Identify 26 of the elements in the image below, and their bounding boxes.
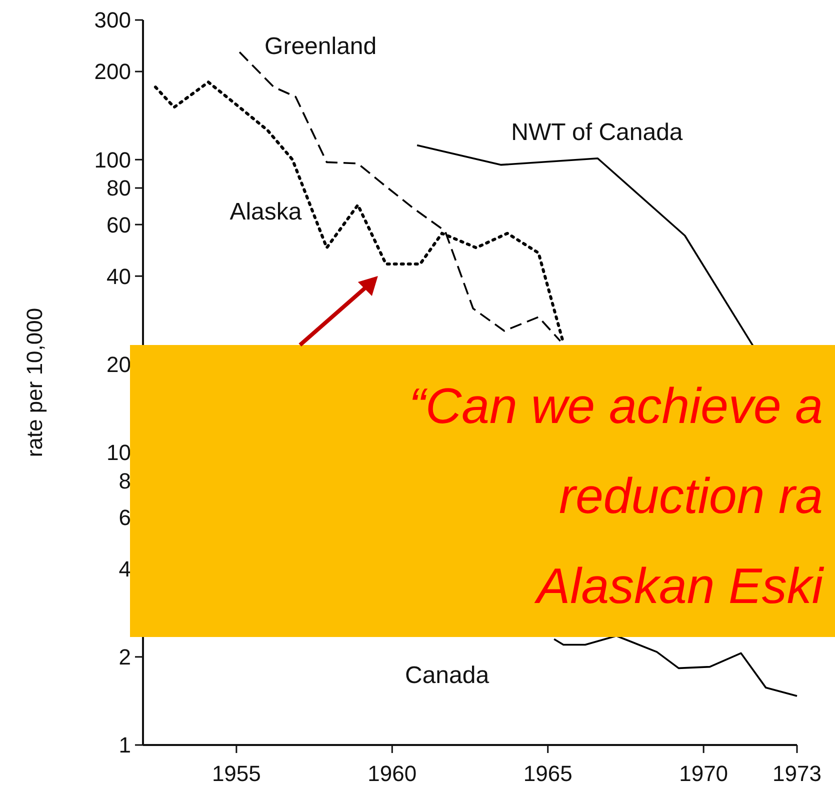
x-tick-label: 1965 xyxy=(523,761,572,786)
annotation: Alaskan Eski xyxy=(534,558,825,614)
y-tick-label: 300 xyxy=(94,8,131,33)
x-tick-label: 1955 xyxy=(212,761,261,786)
x-tick-label: 1970 xyxy=(679,761,728,786)
annotation: reduction ra xyxy=(558,468,823,524)
y-tick-label: 2 xyxy=(118,644,131,670)
text: Canada xyxy=(405,662,490,690)
y-tick-label: 40 xyxy=(106,264,131,289)
x-tick-label: 1960 xyxy=(368,761,417,786)
series-label: Alaska xyxy=(230,198,302,226)
y-tick-label: 200 xyxy=(94,59,131,84)
y-tick-label: 60 xyxy=(106,212,131,238)
series-label: NWT of Canada xyxy=(511,118,684,146)
y-tick-label: 6 xyxy=(118,504,131,530)
y-tick-label: 20 xyxy=(106,352,131,377)
annotation: “Can we achieve a xyxy=(408,378,823,434)
y-tick-label: 4 xyxy=(118,556,131,582)
y-tick-label: 10 xyxy=(106,440,131,466)
y-axis-title: rate per 10,000 xyxy=(22,308,47,458)
series-label: Greenland xyxy=(264,33,377,60)
y-tick-label: 100 xyxy=(94,147,131,172)
y-tick-label: 1 xyxy=(118,732,131,758)
x-tick-label: 1973 xyxy=(772,761,822,786)
y-tick-label: 8 xyxy=(118,468,131,494)
y-tick-label: 80 xyxy=(106,176,131,201)
